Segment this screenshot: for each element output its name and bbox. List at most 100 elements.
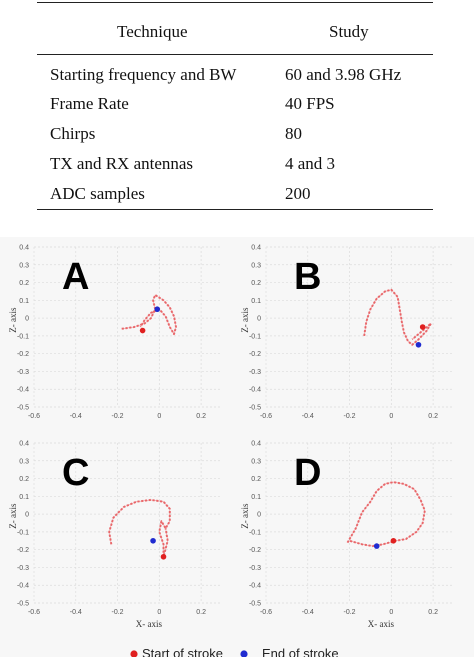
y-tick-label: 0.2 [19, 476, 29, 483]
y-tick-label: 0.3 [251, 262, 261, 269]
x-tick-label: 0 [389, 413, 393, 420]
y-tick-label: 0.3 [19, 458, 29, 465]
panel-c: 0.4 0.3 0.2 0.1 0 -0.1 -0.2 -0.3 -0.4 -0.5-0.6 -0.… [8, 441, 222, 629]
x-tick-label: -0.4 [70, 609, 82, 616]
y-tick-label: 0.2 [251, 476, 261, 483]
start-marker [139, 327, 146, 334]
y-tick-label: 0.4 [251, 441, 261, 448]
y-tick-label: -0.5 [17, 405, 29, 412]
x-tick-label: 0.2 [428, 413, 438, 420]
row-label: Chirps [50, 124, 96, 143]
panel-d: 0.4 0.3 0.2 0.1 0 -0.1 -0.2 -0.3 -0.4 -0.5-0.6 -0.… [240, 441, 454, 629]
x-tick-label: -0.2 [344, 413, 356, 420]
y-tick-label: 0 [257, 512, 261, 519]
end-marker [415, 341, 422, 348]
row-value: 200 [285, 184, 311, 203]
x-tick-label: -0.6 [260, 413, 272, 420]
y-tick-label: -0.4 [17, 387, 29, 394]
y-tick-label: -0.3 [249, 565, 261, 572]
panel-b: 0.4 0.3 0.2 0.1 0 -0.1 -0.2 -0.3 -0.4 -0.5-0.6 -0.… [240, 245, 454, 420]
y-axis-label: Z- axis [240, 503, 250, 529]
y-tick-label: 0.4 [19, 245, 29, 252]
x-tick-label: -0.2 [344, 609, 356, 616]
end-marker [154, 306, 161, 313]
trajectory-outline [347, 481, 426, 547]
y-tick-label: 0.1 [251, 298, 261, 305]
panel-a: 0.4 0.3 0.2 0.1 0 -0.1 -0.2 -0.3 -0.4 -0.5-0.6 -0.… [8, 245, 222, 420]
x-tick-label: -0.4 [302, 413, 314, 420]
y-tick-label: 0.4 [251, 245, 261, 252]
row-value: 80 [285, 124, 302, 143]
y-tick-label: -0.1 [249, 333, 261, 340]
table-top-rule [37, 2, 433, 4]
y-tick-label: 0.2 [251, 280, 261, 287]
trajectory-outline [363, 289, 432, 346]
y-tick-label: -0.5 [17, 601, 29, 608]
y-tick-label: 0.1 [19, 494, 29, 501]
trajectory-path [108, 498, 171, 558]
y-tick-label: -0.3 [17, 565, 29, 572]
y-tick-label: -0.2 [17, 547, 29, 554]
x-tick-label: -0.4 [302, 609, 314, 616]
x-tick-label: 0.2 [196, 413, 206, 420]
x-tick-label: -0.4 [70, 413, 82, 420]
y-tick-label: -0.1 [17, 529, 29, 536]
x-tick-label: 0.2 [196, 609, 206, 616]
legend-start-marker [130, 650, 138, 657]
row-value: 60 and 3.98 GHz [285, 65, 402, 84]
y-axis-label: Z- axis [8, 307, 18, 333]
x-tick-label: -0.6 [28, 609, 40, 616]
y-tick-label: 0.3 [251, 458, 261, 465]
x-tick-label: -0.2 [112, 413, 124, 420]
x-axis-label: X- axis [136, 619, 163, 629]
start-marker [419, 324, 426, 330]
row-label: TX and RX antennas [50, 154, 194, 173]
y-tick-label: -0.2 [249, 547, 261, 554]
panel-label: D [294, 452, 321, 494]
row-value: 4 and 3 [285, 154, 336, 173]
x-axis-label: X- axis [368, 619, 395, 629]
trajectory-outline [108, 499, 171, 557]
panel-label: C [62, 452, 89, 494]
y-axis-label: Z- axis [240, 307, 250, 333]
y-tick-label: 0.2 [19, 280, 29, 287]
y-tick-label: -0.2 [249, 351, 261, 358]
x-tick-label: -0.2 [112, 609, 124, 616]
x-tick-label: 0 [389, 609, 393, 616]
y-tick-label: -0.4 [17, 583, 29, 590]
end-marker [150, 537, 156, 544]
y-tick-label: -0.1 [17, 333, 29, 340]
figure-legend: Start of stroke End of stroke [130, 646, 339, 657]
y-tick-label: 0.1 [251, 494, 261, 501]
y-tick-label: -0.4 [249, 583, 261, 590]
y-tick-label: -0.5 [249, 405, 261, 412]
y-tick-label: -0.2 [17, 351, 29, 358]
x-tick-label: 0 [157, 609, 161, 616]
x-tick-label: -0.6 [28, 413, 40, 420]
legend-end-label: End of stroke [262, 646, 339, 657]
row-label: Starting frequency and BW [50, 65, 237, 84]
y-tick-label: 0.1 [19, 298, 29, 305]
start-marker [160, 553, 167, 560]
header-technique: Technique [117, 22, 188, 41]
y-tick-label: 0 [257, 316, 261, 323]
y-tick-label: -0.5 [249, 601, 261, 608]
y-tick-label: -0.3 [17, 369, 29, 376]
y-tick-label: -0.4 [249, 387, 261, 394]
start-marker [390, 537, 397, 544]
y-tick-label: 0 [25, 512, 29, 519]
row-value: 40 FPS [285, 94, 335, 113]
x-tick-label: 0 [157, 413, 161, 420]
trajectory-figure: 0.4 0.3 0.2 0.1 0 -0.1 -0.2 -0.3 -0.4 -0.5 -0.6 -0.… [0, 237, 474, 657]
trajectory-path [121, 294, 177, 336]
row-label: Frame Rate [50, 94, 129, 113]
x-tick-label: -0.6 [260, 609, 272, 616]
table-header-rule [37, 54, 433, 56]
y-tick-label: 0.4 [19, 441, 29, 448]
end-marker [373, 543, 380, 549]
y-tick-label: 0.3 [19, 262, 29, 269]
x-tick-label: 0.2 [428, 609, 438, 616]
row-label: ADC samples [50, 184, 145, 203]
legend-start-label: Start of stroke [142, 646, 223, 657]
header-study: Study [329, 22, 369, 41]
